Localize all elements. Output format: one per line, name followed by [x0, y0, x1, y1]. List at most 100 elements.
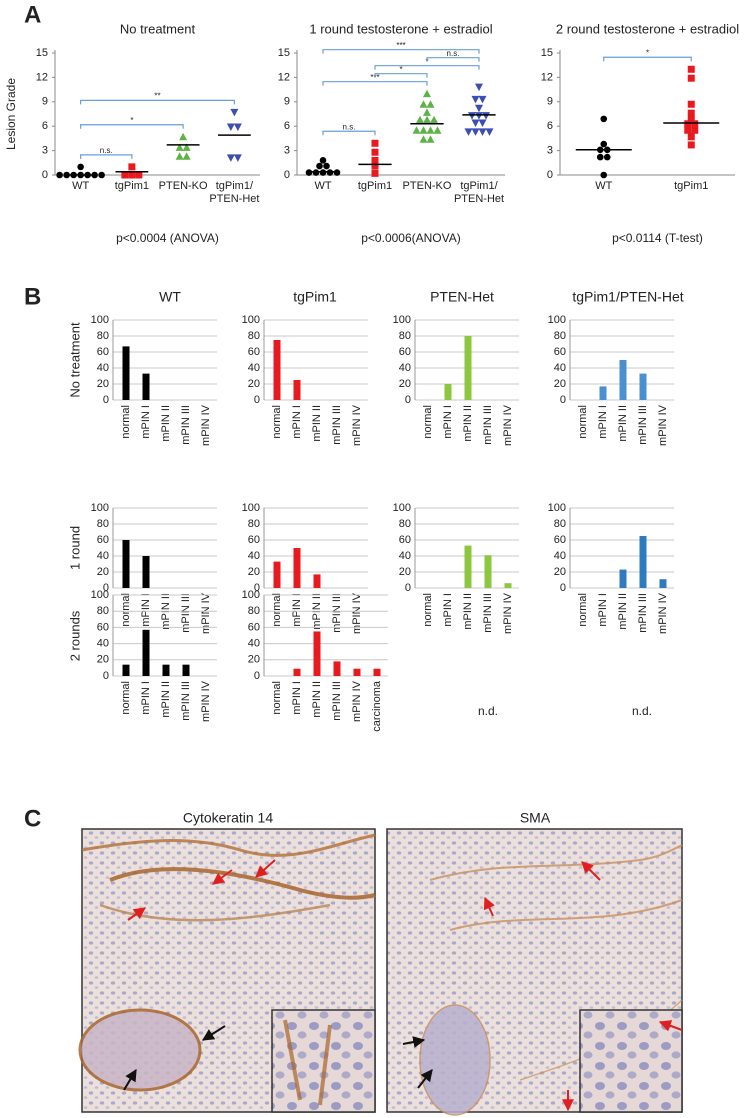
point	[416, 115, 424, 124]
significance-bracket	[80, 124, 184, 129]
x-tick-label: mPIN IV	[200, 592, 212, 634]
x-tick-label: mPIN II	[311, 681, 323, 718]
significance-label: n.s.	[343, 122, 356, 131]
point	[423, 108, 431, 116]
y-tick-label: 60	[554, 346, 566, 358]
x-tick-label: mPIN III	[331, 405, 343, 445]
point	[485, 128, 494, 136]
point	[426, 135, 435, 143]
x-tick-label: mPIN I	[140, 593, 152, 627]
point	[326, 169, 334, 176]
y-tick-label: 100	[242, 589, 260, 601]
significance-label: *	[399, 65, 402, 74]
y-tick-label: 0	[405, 394, 411, 406]
x-tick-label: mPIN I	[140, 405, 152, 439]
y-tick-label: 60	[248, 346, 260, 358]
x-tick-label: WT	[72, 180, 90, 192]
x-tick-label: mPIN II	[462, 593, 474, 630]
y-tick-label: 40	[554, 550, 566, 562]
x-tick-label: mPIN II	[617, 405, 629, 442]
column-header: tgPim1/PTEN-Het	[572, 289, 683, 305]
point	[687, 109, 695, 117]
y-tick-label: 80	[248, 330, 260, 342]
y-tick-label: 9	[42, 96, 48, 108]
point	[56, 171, 63, 179]
x-tick-label: normal	[577, 593, 589, 627]
point	[423, 89, 431, 98]
row-label: 1 round	[67, 526, 82, 570]
bar	[142, 556, 150, 588]
bar	[504, 583, 512, 588]
y-tick-label: 80	[97, 330, 109, 342]
y-tick-label: 15	[278, 47, 290, 59]
bar	[122, 540, 130, 588]
point	[128, 163, 136, 171]
test-note: p<0.0006(ANOVA)	[361, 231, 461, 245]
significance-label: n.s.	[100, 146, 113, 155]
x-tick-label: mPIN I	[291, 681, 303, 715]
point	[687, 65, 695, 73]
column-header: tgPim1	[293, 289, 337, 305]
y-tick-label: 60	[554, 534, 566, 546]
significance-bracket	[426, 57, 480, 62]
x-tick-label: mPIN III	[482, 405, 494, 445]
y-tick-label: 100	[393, 502, 411, 514]
chart-title: 2 round testosterone + estradiol	[556, 21, 739, 36]
y-tick-label: 100	[242, 502, 260, 514]
point	[433, 126, 442, 134]
point	[419, 126, 428, 134]
x-tick-label: PTEN-KO	[402, 180, 452, 192]
test-note: p<0.0114 (T-test)	[612, 231, 703, 245]
bar	[273, 561, 281, 588]
point	[419, 100, 428, 108]
point	[128, 171, 136, 179]
y-tick-label: 3	[547, 145, 553, 157]
x-tick-label: mPIN IV	[502, 592, 514, 634]
significance-bracket	[322, 130, 376, 136]
x-tick-label: normal	[271, 593, 283, 627]
y-tick-label: 40	[248, 362, 260, 374]
y-tick-label: 40	[97, 362, 109, 374]
y-tick-label: 20	[399, 566, 411, 578]
x-tick-label: mPIN III	[637, 405, 649, 445]
y-tick-label: 20	[554, 378, 566, 390]
row-label: No treatment	[67, 322, 82, 398]
image-title: Cytokeratin 14	[183, 810, 273, 826]
x-tick-label: tgPim1/ PTEN-Het	[453, 180, 505, 205]
bar	[142, 373, 150, 400]
point	[233, 154, 242, 162]
y-tick-label: 12	[36, 71, 48, 83]
point	[684, 126, 692, 134]
bar	[639, 536, 647, 588]
x-tick-label: WT	[314, 180, 332, 192]
x-tick-label: normal	[120, 681, 132, 715]
bar	[293, 548, 301, 588]
x-tick-label: mPIN I	[291, 593, 303, 627]
x-tick-label: mPIN I	[140, 681, 152, 715]
point	[333, 169, 341, 176]
point	[687, 133, 695, 141]
bar	[599, 386, 607, 400]
bar	[182, 664, 190, 676]
significance-label: *	[130, 116, 133, 125]
point	[419, 135, 428, 143]
point	[182, 143, 191, 151]
x-tick-label: normal	[422, 593, 434, 627]
x-tick-label: normal	[120, 593, 132, 627]
x-tick-label: mPIN III	[482, 593, 494, 633]
x-tick-label: mPIN III	[180, 405, 192, 445]
point	[600, 115, 608, 123]
bar	[484, 555, 492, 588]
x-tick-label: mPIN IV	[657, 404, 669, 446]
y-tick-label: 80	[248, 518, 260, 530]
y-tick-label: 60	[399, 534, 411, 546]
point	[323, 162, 330, 170]
bar	[313, 631, 321, 676]
x-tick-label: mPIN III	[331, 681, 343, 721]
y-tick-label: 80	[399, 518, 411, 530]
point	[226, 154, 235, 162]
y-tick-label: 40	[399, 550, 411, 562]
y-tick-label: 40	[97, 550, 109, 562]
point	[182, 152, 191, 160]
